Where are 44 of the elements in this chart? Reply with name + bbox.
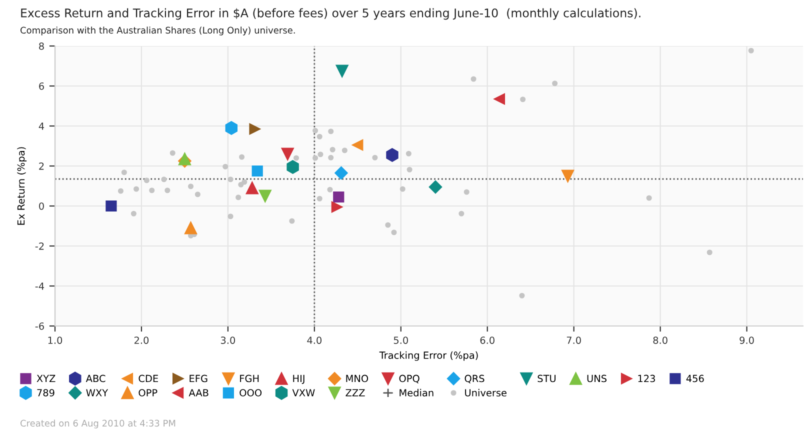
x-axis-title: Tracking Error (%pa)	[379, 351, 478, 361]
chart-title: Excess Return and Tracking Error in $A (before fees) over 5 years ending June-10 (monthly calculations).	[21, 8, 640, 20]
legend-label: MNO	[346, 374, 368, 382]
y-tick-label: -2	[35, 242, 44, 250]
legend-label: 123	[638, 374, 655, 382]
x-tick-label: 7.0	[566, 336, 581, 344]
x-tick-label: 6.0	[480, 336, 494, 344]
x-tick-label: 1.0	[48, 336, 62, 344]
x-tick-label: 5.0	[394, 336, 408, 344]
legend-label: Universe	[465, 388, 506, 396]
legend-label: UNS	[587, 374, 607, 382]
legend-label: OOO	[240, 389, 262, 396]
legend-label: QRS	[464, 374, 484, 384]
legend-label: ABC	[86, 374, 106, 382]
x-tick-label: 8.0	[653, 336, 668, 344]
legend-label: VXW	[292, 389, 315, 396]
legend-label: AAB	[188, 389, 208, 396]
y-tick-label: 2	[39, 162, 44, 170]
legend-label: EFG	[190, 374, 208, 382]
x-tick-label: 4.0	[307, 336, 322, 344]
legend-label: CDE	[138, 374, 158, 382]
legend-label: ZZZ	[346, 389, 365, 396]
legend-label: 456	[686, 374, 704, 382]
chart-subtitle: Comparison with the Australian Shares (Long Only) universe.	[20, 26, 295, 36]
legend-label: STU	[538, 374, 556, 382]
x-tick-label: 9.0	[740, 336, 754, 344]
y-tick-label: -6	[35, 322, 44, 330]
y-tick-label: 0	[39, 202, 44, 210]
legend-label: FGH	[240, 374, 259, 382]
text: Created on 6 Aug 2010 at 4:33 PM	[20, 420, 176, 428]
legend-label: WXY	[86, 389, 108, 396]
y-tick-label: -4	[35, 282, 44, 290]
y-tick-label: 4	[38, 122, 44, 130]
y-tick-label: 8	[39, 42, 44, 50]
legend-label: HIJ	[293, 374, 304, 384]
y-tick-label: 6	[39, 82, 44, 90]
legend-label: OPP	[138, 389, 158, 396]
x-tick-label: 2.0	[134, 336, 149, 344]
legend-label: OPQ	[399, 374, 420, 384]
legend-label: Median	[400, 388, 434, 396]
x-tick-label: 3.0	[220, 336, 236, 344]
legend-label: XYZ	[36, 374, 56, 382]
y-axis-title: Ex Return (%pa)	[17, 147, 27, 225]
legend-label: 789	[37, 389, 54, 396]
